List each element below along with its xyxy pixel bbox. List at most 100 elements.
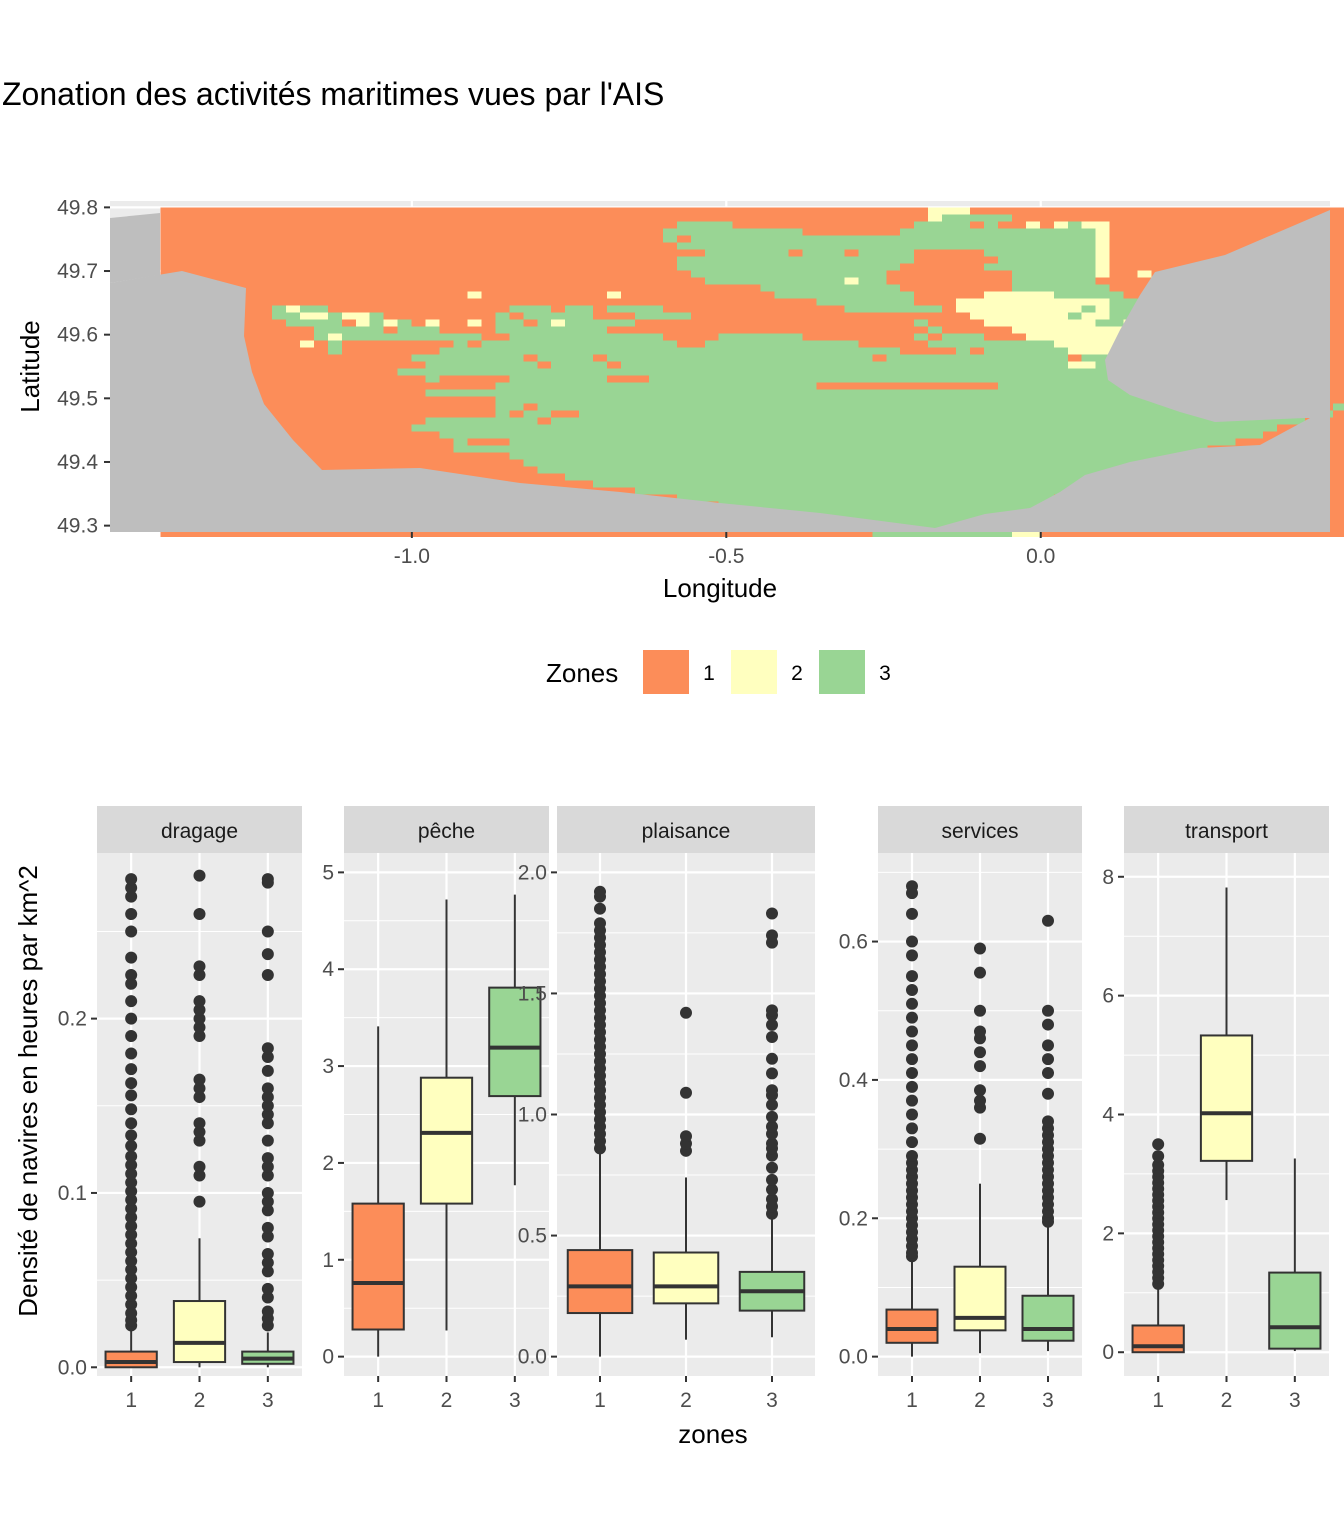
- zone-cell: [662, 438, 678, 447]
- zone-cell: [886, 361, 901, 370]
- zone-cell: [551, 214, 566, 222]
- zone-cell: [928, 438, 943, 447]
- zone-cell: [816, 291, 832, 299]
- zone-cell: [481, 438, 496, 447]
- zone-cell: [690, 396, 706, 405]
- zone-cell: [244, 284, 259, 292]
- zone-cell: [1025, 326, 1041, 334]
- zone-cell: [858, 375, 873, 384]
- zone-cell: [579, 389, 594, 398]
- zone-cell: [565, 284, 580, 292]
- zone-cell: [648, 382, 664, 391]
- zone-cell: [997, 284, 1013, 292]
- zone-cell: [425, 340, 441, 348]
- zone-cell: [634, 347, 650, 355]
- zone-cell: [942, 487, 957, 496]
- zone-cell: [634, 389, 650, 398]
- zone-cell: [900, 228, 915, 236]
- zone-cell: [718, 403, 734, 412]
- zone-cell: [1165, 431, 1181, 440]
- land-mask: [110, 271, 1330, 532]
- zone-cell: [676, 333, 692, 341]
- zone-cell: [928, 326, 943, 334]
- zone-cell: [648, 375, 664, 384]
- x-tick-label: 2: [194, 1389, 206, 1412]
- zone-cell: [272, 228, 287, 236]
- zone-cell: [914, 508, 929, 517]
- zone-cell: [425, 263, 441, 271]
- zone-cell: [523, 375, 538, 384]
- zone-cell: [774, 249, 790, 257]
- zone-cell: [858, 501, 873, 510]
- zone-cell: [1011, 473, 1027, 482]
- zone-cell: [956, 501, 971, 510]
- zone-cell: [830, 438, 845, 447]
- zone-cell: [900, 389, 915, 398]
- zone-cell: [537, 424, 552, 433]
- zone-cell: [1109, 235, 1125, 243]
- zone-cell: [1011, 235, 1027, 243]
- zone-cell: [732, 221, 748, 229]
- zone-cell: [1333, 494, 1344, 503]
- zone-cell: [997, 291, 1013, 299]
- zone-cell: [648, 242, 664, 250]
- zone-cell: [1025, 368, 1041, 377]
- box-zone-2: [172, 869, 227, 1368]
- zone-cell: [411, 256, 427, 264]
- zone-cell: [648, 354, 664, 363]
- zone-cell: [690, 403, 706, 412]
- zone-cell: [1109, 270, 1125, 278]
- zone-cell: [914, 417, 929, 426]
- zone-cell: [1333, 228, 1344, 236]
- zone-cell: [984, 529, 999, 538]
- zone-cell: [844, 319, 859, 327]
- zone-cell: [621, 361, 636, 370]
- zone-cell: [1067, 298, 1083, 306]
- zone-cell: [537, 235, 552, 243]
- zone-cell: [244, 347, 259, 355]
- zone-cell: [537, 368, 552, 377]
- zone-cell: [369, 333, 385, 341]
- zone-cell: [593, 410, 608, 419]
- zone-cell: [662, 452, 678, 461]
- zone-cell: [621, 403, 636, 412]
- zone-cell: [704, 417, 720, 426]
- zone-cell: [1179, 438, 1195, 447]
- outlier-point: [766, 907, 778, 920]
- zone-cell: [523, 347, 538, 355]
- zone-cell: [956, 389, 971, 398]
- zone-cell: [467, 438, 483, 447]
- zone-cell: [565, 347, 580, 355]
- outlier-point: [766, 1137, 778, 1150]
- outlier-point: [193, 908, 206, 921]
- zone-cell: [956, 319, 971, 327]
- zone-cell: [355, 347, 371, 355]
- zone-cell: [746, 228, 762, 236]
- zone-cell: [509, 438, 524, 447]
- zone-cell: [481, 354, 496, 363]
- outlier-point: [125, 1281, 138, 1294]
- zone-cell: [467, 340, 483, 348]
- zone-cell: [788, 480, 804, 489]
- zone-cell: [844, 249, 859, 257]
- zone-cell: [997, 424, 1013, 433]
- zone-cell: [481, 529, 496, 538]
- zone-cell: [467, 361, 483, 370]
- zone-cell: [411, 333, 427, 341]
- zone-cell: [565, 263, 580, 271]
- zone-cell: [662, 263, 678, 271]
- zone-cell: [341, 235, 357, 243]
- zone-cell: [634, 291, 650, 299]
- outlier-point: [766, 1004, 778, 1017]
- zone-cell: [732, 361, 748, 370]
- zone-cell: [272, 242, 287, 250]
- zone-cell: [439, 312, 455, 320]
- zone-cell: [537, 375, 552, 384]
- zone-cell: [1263, 207, 1278, 215]
- zone-cell: [453, 256, 469, 264]
- zone-cell: [1193, 214, 1208, 222]
- zone-cell: [579, 382, 594, 391]
- zone-cell: [467, 221, 483, 229]
- zone-cell: [425, 354, 441, 363]
- zone-cell: [718, 396, 734, 405]
